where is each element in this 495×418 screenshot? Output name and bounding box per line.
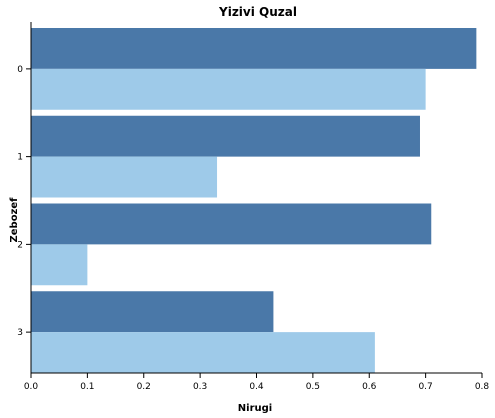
chart-title: Yizivi Quzal xyxy=(218,5,297,19)
bar-series1-cat-1 xyxy=(31,115,420,157)
x-tick-label: 0.6 xyxy=(362,382,377,392)
x-tick-label: 0.0 xyxy=(24,382,39,392)
x-tick-label: 0.2 xyxy=(137,382,151,392)
x-tick-label: 0.8 xyxy=(475,382,490,392)
y-tick-label: 3 xyxy=(17,328,23,338)
bar-series1-cat-2 xyxy=(31,203,432,245)
x-tick-label: 0.4 xyxy=(249,382,264,392)
y-axis-title: Zebozef xyxy=(9,197,20,243)
x-tick-label: 0.5 xyxy=(306,382,320,392)
bars-layer xyxy=(31,28,477,373)
bar-series2-cat-2 xyxy=(31,244,88,286)
x-tick-label: 0.3 xyxy=(193,382,207,392)
y-tick-label: 0 xyxy=(17,65,23,75)
x-ticks-layer: 0.0 0.1 0.2 0.3 0.4 0.5 0.6 0.7 0.8 xyxy=(24,373,490,392)
bar-series2-cat-3 xyxy=(31,332,375,373)
bar-series2-cat-0 xyxy=(31,68,426,110)
y-ticks-layer: 0 1 2 3 xyxy=(17,65,31,338)
x-tick-label: 0.1 xyxy=(80,382,94,392)
y-tick-label: 2 xyxy=(17,240,23,250)
bar-series2-cat-1 xyxy=(31,156,218,198)
bar-series1-cat-0 xyxy=(31,28,477,69)
bar-series1-cat-3 xyxy=(31,291,274,333)
y-tick-label: 1 xyxy=(17,153,23,163)
x-axis-title: Nirugi xyxy=(238,403,272,414)
x-tick-label: 0.7 xyxy=(418,382,432,392)
